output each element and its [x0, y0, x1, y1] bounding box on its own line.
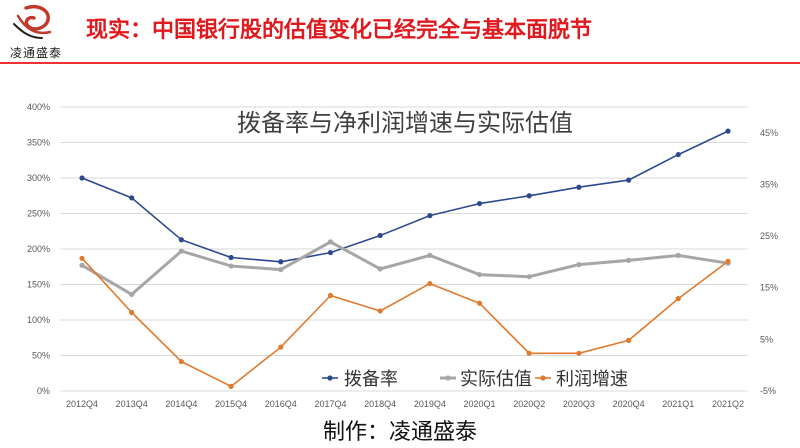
x-tick-label: 2013Q4	[116, 399, 148, 409]
series-line-实际估值	[81, 240, 729, 296]
data-point	[79, 255, 85, 261]
data-point	[228, 383, 234, 389]
data-point	[476, 200, 483, 207]
legend-marker	[327, 375, 333, 381]
x-tick-label: 2021Q1	[662, 399, 694, 409]
data-point	[526, 274, 532, 280]
data-point	[576, 262, 582, 268]
legend-marker	[540, 375, 546, 381]
x-tick-label: 2020Q2	[513, 399, 545, 409]
legend-label: 利润增速	[556, 369, 628, 390]
y-left-tick-label: 150%	[27, 280, 50, 290]
data-point	[377, 232, 383, 239]
data-point	[178, 237, 184, 243]
data-point	[476, 300, 483, 306]
credit-text: 制作：凌通盛泰	[322, 420, 477, 445]
x-tick-label: 2015Q4	[215, 399, 247, 409]
data-point	[377, 266, 383, 272]
data-point	[79, 175, 85, 181]
phoenix-logo-icon	[13, 5, 52, 39]
y-right-tick-label: 35%	[760, 179, 778, 189]
y-left-tick-label: 300%	[27, 173, 50, 183]
data-point	[427, 213, 433, 219]
data-point	[228, 254, 234, 261]
data-point	[327, 239, 334, 245]
legend-label: 拨备率	[344, 369, 398, 390]
x-tick-label: 2014Q4	[165, 399, 197, 409]
x-tick-label: 2020Q3	[563, 399, 595, 409]
y-left-tick-label: 0%	[37, 386, 50, 396]
y-left-tick-label: 100%	[27, 315, 50, 325]
x-tick-label: 2017Q4	[314, 399, 346, 409]
data-point	[626, 257, 632, 263]
y-right-tick-label: 5%	[760, 334, 773, 344]
data-point	[626, 177, 632, 183]
data-point	[228, 263, 234, 269]
data-point	[626, 337, 632, 343]
data-point	[178, 248, 184, 254]
data-point	[327, 249, 334, 256]
data-point	[377, 308, 383, 314]
data-point	[178, 358, 184, 365]
legend-label: 实际估值	[460, 369, 532, 390]
data-point	[129, 309, 135, 316]
x-tick-label: 2020Q1	[464, 399, 496, 409]
data-point	[476, 271, 483, 278]
y-right-tick-label: 25%	[760, 231, 778, 241]
data-point	[278, 344, 284, 350]
x-tick-label: 2016Q4	[265, 399, 297, 409]
data-point	[576, 184, 582, 190]
brand-logo: 凌通盛泰	[4, 2, 68, 64]
data-point	[675, 252, 681, 258]
y-left-tick-label: 350%	[27, 138, 50, 148]
header-divider	[0, 62, 800, 64]
x-tick-label: 2018Q4	[364, 399, 396, 409]
data-point	[576, 350, 582, 356]
y-right-tick-label: 45%	[760, 128, 778, 138]
y-left-tick-label: 50%	[32, 351, 50, 361]
chart-title: 拨备率与净利润增速与实际估值	[237, 109, 573, 137]
data-point	[129, 291, 135, 298]
series-line-拨备率	[81, 130, 729, 263]
y-left-tick-label: 200%	[27, 244, 50, 254]
x-tick-label: 2012Q4	[66, 399, 98, 409]
data-point	[327, 292, 334, 299]
data-point	[427, 252, 433, 258]
y-right-tick-label: -5%	[760, 386, 776, 396]
x-tick-label: 2021Q2	[712, 399, 744, 409]
data-point	[675, 295, 681, 302]
data-point	[129, 195, 135, 201]
brand-name: 凌通盛泰	[10, 46, 63, 60]
y-left-tick-label: 250%	[27, 209, 50, 219]
data-point	[725, 128, 731, 134]
data-point	[725, 258, 731, 264]
data-point	[79, 262, 85, 268]
data-point	[427, 280, 433, 287]
data-point	[278, 266, 284, 273]
y-left-tick-label: 400%	[27, 102, 50, 112]
legend-marker	[445, 375, 451, 381]
x-tick-label: 2020Q4	[613, 399, 645, 409]
y-right-tick-label: 15%	[760, 283, 778, 293]
data-point	[526, 350, 532, 356]
x-tick-label: 2019Q4	[414, 399, 446, 409]
data-point	[526, 193, 532, 199]
data-point	[675, 151, 681, 158]
data-point	[278, 259, 284, 265]
page-title: 现实：中国银行股的估值变化已经完全与基本面脱节	[86, 18, 593, 43]
series-line-利润增速	[81, 257, 729, 388]
